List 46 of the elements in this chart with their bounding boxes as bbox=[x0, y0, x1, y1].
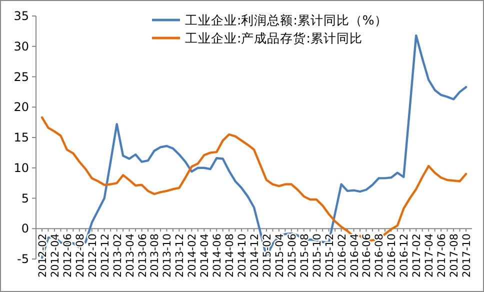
x-tick-label: 2014-06 bbox=[212, 233, 224, 278]
x-tick-label: 2013-06 bbox=[136, 233, 149, 278]
x-tick-label: 2015-06 bbox=[286, 233, 298, 278]
x-tick-label: 2017-10 bbox=[461, 234, 473, 278]
x-tick-label: 2017-08 bbox=[448, 234, 461, 278]
x-tick-label: 2014-04 bbox=[199, 233, 212, 278]
x-tick-label: 2016-08 bbox=[374, 234, 386, 278]
legend-label: 工业企业:产成品存货:累计同比 bbox=[185, 30, 362, 46]
x-tick-label: 2016-12 bbox=[398, 234, 411, 278]
x-tick-label: 2015-04 bbox=[274, 233, 286, 278]
y-tick-label: 0 bbox=[21, 222, 29, 236]
y-tick-label: -5 bbox=[17, 252, 29, 266]
x-tick-label: 2013-10 bbox=[162, 234, 174, 278]
y-tick-label: 20 bbox=[14, 100, 29, 114]
x-tick-label: 2015-02 bbox=[261, 234, 274, 278]
y-tick-label: 10 bbox=[14, 160, 29, 175]
x-tick-label: 2012-06 bbox=[62, 233, 74, 278]
x-tick-label: 2015-08 bbox=[298, 234, 311, 278]
x-tick-label: 2016-10 bbox=[386, 234, 398, 278]
x-tick-label: 2016-06 bbox=[361, 233, 374, 278]
x-tick-label: 2012-02 bbox=[37, 234, 49, 278]
x-tick-label: 2016-02 bbox=[336, 234, 348, 278]
y-tick-label: 30 bbox=[14, 39, 29, 54]
x-tick-label: 2016-04 bbox=[348, 233, 361, 278]
x-tick-label: 2013-08 bbox=[149, 234, 162, 278]
y-tick-label: 15 bbox=[14, 130, 29, 144]
y-tick-label: 35 bbox=[14, 9, 29, 23]
x-tick-label: 2012-12 bbox=[99, 234, 112, 278]
x-tick-label: 2017-06 bbox=[436, 233, 448, 278]
x-tick-label: 2017-02 bbox=[411, 234, 424, 278]
x-tick-label: 2013-04 bbox=[124, 233, 136, 278]
x-tick-label: 2012-10 bbox=[86, 234, 99, 278]
y-tick-label: 5 bbox=[21, 191, 29, 206]
x-tick-label: 2014-08 bbox=[224, 234, 236, 278]
x-tick-label: 2014-02 bbox=[186, 234, 199, 278]
y-tick-label: 25 bbox=[14, 70, 29, 84]
legend-label: 工业企业:利润总额:累计同比（%） bbox=[185, 12, 388, 28]
x-tick-label: 2012-04 bbox=[49, 233, 62, 278]
x-tick-label: 2014-10 bbox=[236, 234, 249, 278]
x-tick-label: 2015-10 bbox=[311, 234, 324, 278]
x-tick-label: 2013-02 bbox=[112, 234, 124, 278]
x-tick-label: 2015-12 bbox=[324, 234, 336, 278]
x-tick-label: 2012-08 bbox=[74, 234, 86, 278]
x-tick-label: 2013-12 bbox=[174, 234, 186, 278]
x-tick-label: 2017-04 bbox=[424, 233, 436, 278]
x-tick-label: 2014-12 bbox=[249, 234, 261, 278]
